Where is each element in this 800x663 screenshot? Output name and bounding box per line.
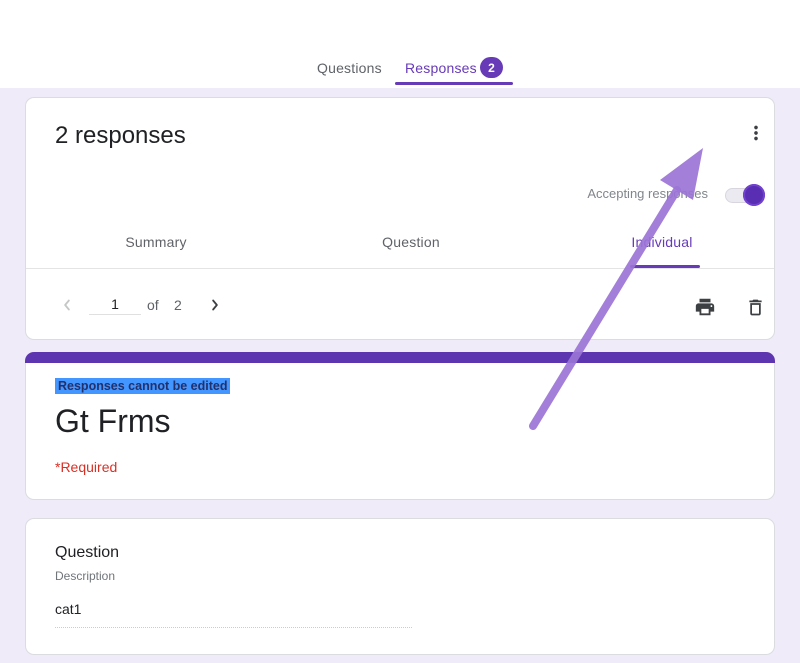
- more-vert-icon: [754, 125, 758, 141]
- print-icon: [695, 298, 715, 316]
- form-title: Gt Frms: [55, 403, 171, 439]
- subtab-individual[interactable]: Individual: [631, 234, 693, 250]
- accepting-responses-label: Accepting responses: [587, 186, 708, 201]
- tab-responses[interactable]: Responses: [405, 60, 477, 76]
- form-accent-bar: [25, 352, 775, 363]
- required-note: *Required: [55, 459, 118, 475]
- chevron-right-icon: [212, 299, 218, 311]
- responses-card: 2 responses Accepting responses Summary …: [25, 97, 775, 340]
- question-card: Question Description cat1: [25, 518, 775, 655]
- subtab-summary[interactable]: Summary: [125, 234, 187, 250]
- question-label: Question: [55, 544, 120, 561]
- responses-count-title: 2 responses: [55, 122, 186, 149]
- accepting-responses-toggle[interactable]: [723, 184, 767, 206]
- pagination-total: 2: [174, 297, 182, 313]
- next-response-button[interactable]: [202, 292, 228, 318]
- create-spreadsheet-button[interactable]: [695, 120, 721, 146]
- responses-locked-banner: Responses cannot be edited: [55, 378, 231, 394]
- chevron-left-icon: [64, 299, 70, 311]
- delete-icon: [748, 299, 762, 315]
- print-response-button[interactable]: [692, 294, 718, 320]
- previous-response-button[interactable]: [54, 292, 80, 318]
- question-description: Description: [55, 569, 116, 583]
- response-number-input[interactable]: [89, 293, 141, 315]
- subtab-question[interactable]: Question: [382, 234, 440, 250]
- active-tab-underline: [395, 82, 513, 85]
- form-header-tab-bar: Questions Responses 2: [0, 0, 800, 88]
- answer-value: cat1: [55, 601, 82, 617]
- active-subtab-underline: [630, 265, 700, 268]
- toggle-thumb: [743, 184, 765, 206]
- form-title-card: Responses cannot be edited Gt Frms *Requ…: [25, 352, 775, 500]
- tab-questions[interactable]: Questions: [317, 60, 382, 76]
- pagination-of-label: of: [147, 297, 159, 313]
- answer-underline: [55, 627, 412, 628]
- delete-response-button[interactable]: [742, 294, 768, 320]
- more-options-button[interactable]: [743, 120, 769, 146]
- subtab-divider: [26, 268, 774, 269]
- responses-count-badge: 2: [480, 57, 503, 78]
